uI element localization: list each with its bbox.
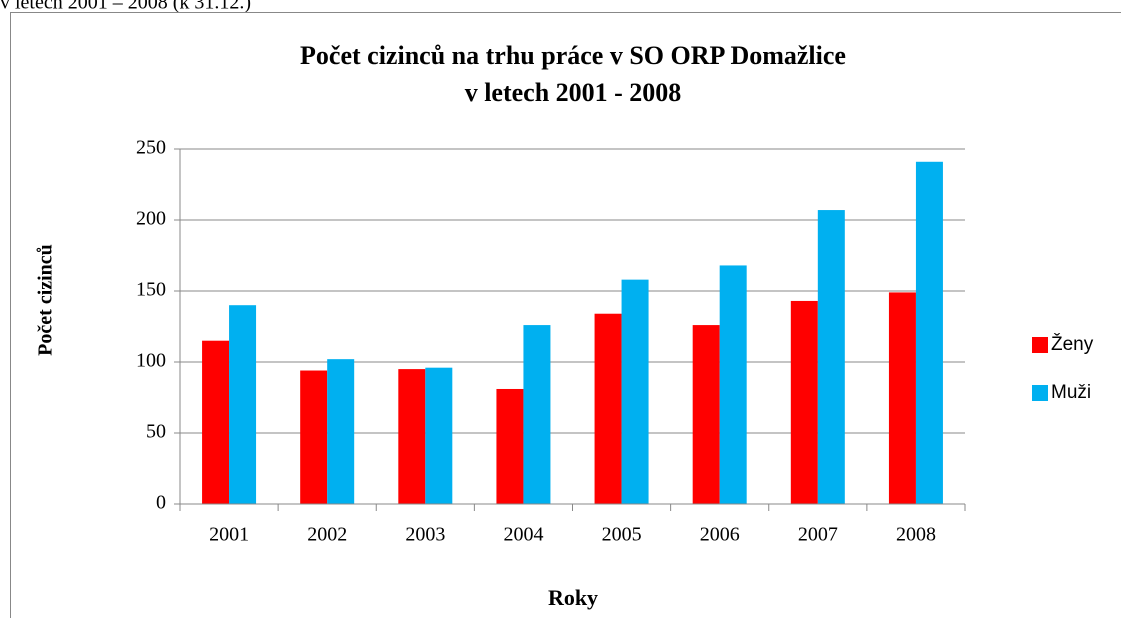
legend-swatch [1032, 337, 1048, 353]
y-tick-label: 150 [136, 279, 166, 301]
bar [202, 340, 230, 504]
bar [229, 305, 257, 504]
x-tick-label: 2004 [503, 524, 543, 546]
x-tick-label: 2007 [798, 524, 838, 546]
bar [790, 300, 818, 504]
y-tick-label: 250 [136, 137, 166, 159]
bar [817, 210, 845, 504]
legend-label: Ženy [1051, 333, 1094, 355]
x-tick-label: 2005 [602, 524, 642, 546]
bar [888, 292, 916, 504]
legend-swatch [1032, 385, 1048, 401]
bar [692, 325, 720, 504]
x-tick-label: 2008 [896, 524, 936, 546]
y-tick-label: 100 [136, 350, 166, 372]
x-tick-label: 2001 [209, 524, 249, 546]
bar [523, 325, 551, 504]
legend-label: Muži [1051, 382, 1091, 403]
caption: v letech 2001 – 2008 (k 31.12.) [0, 0, 251, 14]
x-tick-label: 2006 [700, 524, 740, 546]
x-tick-label: 2003 [405, 524, 445, 546]
bar [496, 388, 524, 504]
bar [915, 161, 943, 504]
bar [327, 359, 355, 504]
bar [594, 313, 622, 504]
x-tick-label: 2002 [307, 524, 347, 546]
bar [719, 265, 747, 504]
bar [621, 279, 649, 504]
bar [300, 370, 328, 504]
y-axis-title: Počet cizinců [35, 244, 57, 356]
chart-subtitle: v letech 2001 - 2008 [465, 78, 682, 107]
y-tick-label: 0 [156, 492, 166, 514]
y-tick-label: 50 [146, 421, 166, 443]
bar [398, 369, 426, 504]
bar [425, 367, 453, 504]
chart-title: Počet cizinců na trhu práce v SO ORP Dom… [300, 41, 846, 70]
y-tick-label: 200 [136, 208, 166, 230]
x-axis-title: Roky [548, 585, 598, 610]
